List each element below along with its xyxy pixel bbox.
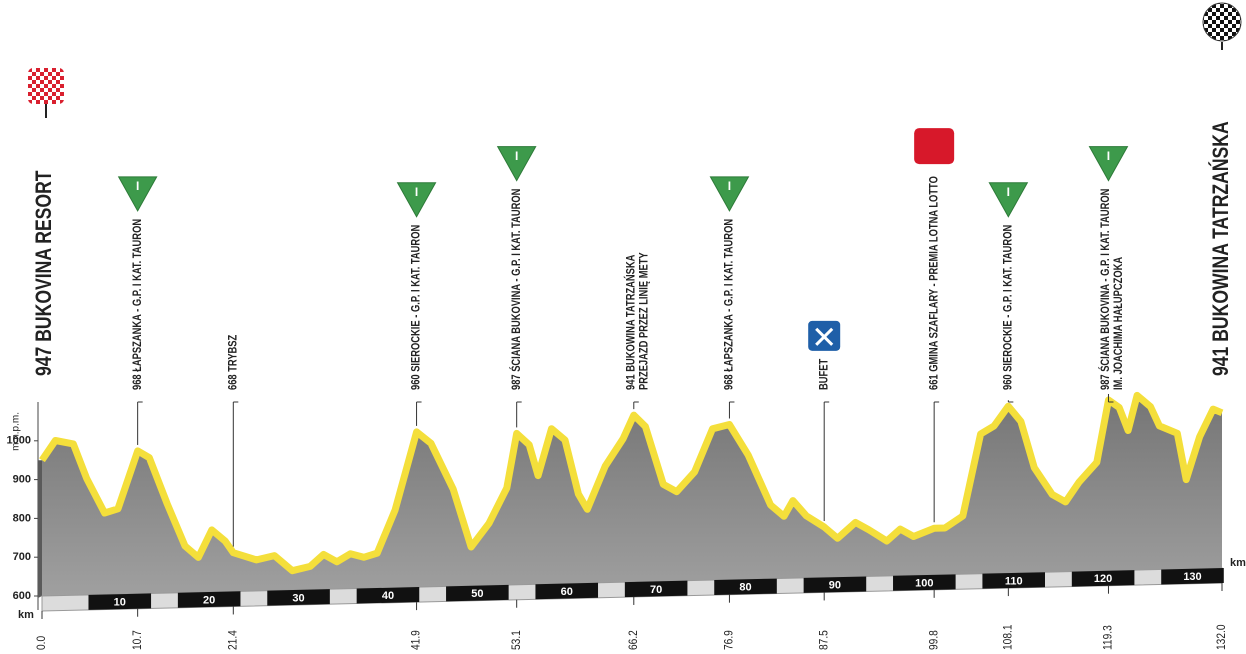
waypoint-label: 960 SIEROCKIE - G.P. I KAT. TAURON	[1001, 225, 1014, 390]
feed-knife	[815, 327, 834, 346]
waypoint-label: PRZEJAZD PRZEZ LINIĘ METY	[637, 252, 650, 390]
profile-side	[38, 460, 42, 598]
km-tick	[624, 580, 688, 598]
waypoint-label: 968 ŁAPSZANKA - G.P. I KAT. TAURON	[723, 219, 736, 390]
mountain-category: I	[515, 149, 518, 163]
km-label: 0.0	[35, 636, 48, 650]
km-tick-label: 60	[561, 586, 573, 598]
waypoint-label: 668 TRYBSZ	[226, 334, 239, 390]
km-tick-label: 30	[292, 592, 304, 604]
km-tick-label: 40	[382, 590, 394, 602]
km-label: 119.3	[1102, 625, 1115, 650]
y-tick-label: 700	[13, 551, 31, 563]
mountain-category: I	[1107, 149, 1110, 163]
km-tick	[982, 572, 1045, 589]
finish-flag	[1202, 2, 1242, 42]
km-tick-label: 100	[915, 577, 933, 589]
km-tick-label: 70	[650, 584, 662, 596]
km-label: 87.5	[818, 630, 831, 650]
km-label: 76.9	[723, 630, 736, 650]
waypoint-label: 987 ŚCIANA BUKOVINA - G.P. I KAT. TAURON	[509, 188, 523, 390]
x-axis-label: km	[1230, 557, 1246, 569]
km-label: 132.0	[1215, 624, 1228, 650]
y-tick-label: 600	[13, 590, 31, 602]
km-tick	[177, 591, 241, 608]
mountain-icon	[396, 182, 437, 218]
km-tick-label: 120	[1094, 573, 1112, 585]
mountain-icon	[496, 146, 537, 182]
km-tick-label: 20	[203, 594, 215, 606]
mountain-category: I	[415, 185, 418, 199]
km-tick	[88, 593, 152, 610]
km-tick-label: 110	[1005, 575, 1023, 587]
km-tick	[535, 582, 599, 600]
km-tick	[1161, 567, 1224, 585]
y-axis-label: m n.p.m.	[11, 412, 22, 451]
profile-shade	[42, 395, 1222, 596]
y-tick-label: 900	[13, 474, 31, 486]
km-label: 66.2	[627, 630, 640, 650]
waypoint-label: IM. JOACHIMA HAŁUPCZOKA	[1112, 257, 1125, 390]
km-tick-label: 80	[739, 582, 751, 594]
mountain-category: I	[1007, 185, 1010, 199]
sprint-icon	[914, 128, 955, 165]
km-label: 99.8	[928, 630, 941, 650]
profile-line	[39, 391, 1224, 575]
waypoint-label: 968 ŁAPSZANKA - G.P. I KAT. TAURON	[131, 219, 144, 390]
mountain-icon	[1088, 146, 1129, 182]
mountain-category: I	[728, 179, 731, 193]
waypoint-label: 960 SIEROCKIE - G.P. I KAT. TAURON	[410, 225, 423, 390]
km-tick	[893, 574, 956, 591]
km-tick	[446, 584, 509, 602]
start-flag	[28, 68, 64, 104]
finish-name: 941 BUKOWINA TATRZAŃSKA	[1208, 121, 1233, 376]
mountain-icon	[709, 176, 750, 212]
mountain-icon	[988, 182, 1029, 218]
km-tick	[803, 576, 867, 593]
waypoint-label: 987 ŚCIANA BUKOVINA - G.P. I KAT. TAURON	[1098, 188, 1112, 390]
km-label: 21.4	[227, 630, 240, 650]
x-axis-label: km	[18, 609, 34, 621]
km-tick-label: 10	[114, 597, 126, 609]
km-label: 53.1	[510, 630, 523, 650]
km-tick-label: 130	[1183, 571, 1201, 583]
waypoint-label: 941 BUKOWINA TATRZAŃSKA	[623, 254, 637, 390]
km-tick-label: 90	[829, 580, 841, 592]
km-label: 41.9	[410, 630, 423, 650]
km-tick-label: 50	[471, 588, 483, 600]
km-label: 108.1	[1002, 624, 1015, 650]
km-tick	[267, 589, 330, 606]
km-label: 10.7	[131, 630, 144, 650]
mountain-category: I	[136, 179, 139, 193]
km-tick	[1071, 570, 1135, 587]
start-name: 947 BUKOVINA RESORT	[32, 170, 56, 376]
waypoint-label: BUFET	[817, 358, 830, 390]
mountain-icon	[117, 176, 158, 212]
y-tick-label: 800	[13, 512, 31, 524]
y-tick-label: 1000	[7, 435, 31, 447]
km-tick	[356, 587, 420, 604]
km-tick	[714, 578, 777, 596]
waypoint-label: 661 GMINA SZAFLARY - PREMIA LOTNA LOTTO	[927, 176, 940, 390]
